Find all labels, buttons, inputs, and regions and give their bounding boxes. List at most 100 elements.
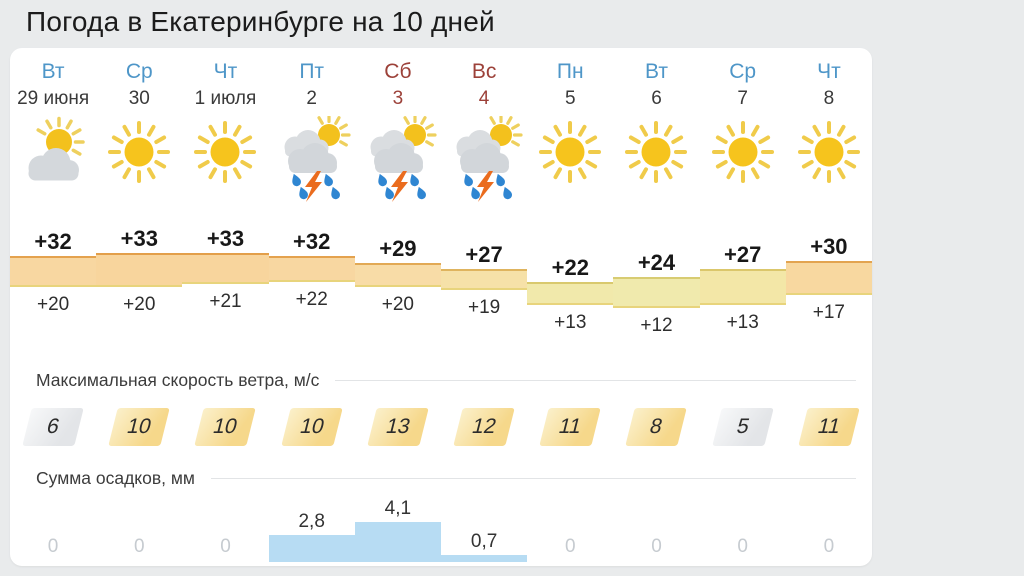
temp-range-band bbox=[268, 255, 355, 282]
wind-value: 11 bbox=[798, 408, 860, 446]
day-name: Вт bbox=[645, 60, 668, 83]
high-temp: +27 bbox=[465, 241, 503, 267]
temp-range-band bbox=[354, 263, 441, 288]
temp-range-band bbox=[10, 255, 97, 288]
day-name: Чт bbox=[817, 60, 841, 83]
precip-value: 0 bbox=[823, 536, 835, 557]
high-temp: +32 bbox=[293, 228, 331, 254]
clear-icon bbox=[700, 110, 786, 206]
day-name: Вт bbox=[41, 60, 65, 83]
day-date: 30 bbox=[128, 88, 150, 109]
wind-badge: 12 bbox=[441, 408, 527, 446]
low-temp: +13 bbox=[726, 312, 759, 334]
precip-value: 0 bbox=[564, 536, 576, 557]
wind-value: 10 bbox=[280, 408, 343, 446]
wind-value: 5 bbox=[711, 408, 774, 446]
high-temp: +33 bbox=[120, 226, 158, 251]
day-date: 5 bbox=[564, 88, 576, 109]
day-date: 4 bbox=[478, 88, 490, 109]
temp-range-band bbox=[527, 281, 614, 306]
low-temp: +13 bbox=[554, 312, 587, 334]
low-temp: +12 bbox=[640, 315, 673, 337]
high-temp: +24 bbox=[637, 249, 676, 275]
precip-value: 0 bbox=[651, 536, 662, 557]
high-temp: +33 bbox=[206, 226, 245, 251]
low-temp: +20 bbox=[381, 294, 414, 316]
clear-icon bbox=[182, 110, 268, 206]
wind-badge: 13 bbox=[355, 408, 441, 446]
high-temp: +30 bbox=[810, 233, 848, 259]
low-temp: +21 bbox=[209, 291, 242, 313]
temp-range-band bbox=[182, 253, 269, 285]
day-date: 1 июля bbox=[194, 88, 257, 109]
wind-badge: 6 bbox=[10, 408, 96, 446]
precip-value: 0 bbox=[737, 536, 748, 557]
temp-range-band bbox=[441, 268, 528, 290]
wind-badge: 10 bbox=[182, 408, 268, 446]
low-temp: +20 bbox=[36, 294, 70, 316]
precip-bar bbox=[268, 534, 355, 562]
day-name: Вс bbox=[471, 60, 497, 83]
low-temp: +17 bbox=[812, 301, 845, 323]
day-name: Чт bbox=[213, 60, 238, 83]
low-temp: +22 bbox=[295, 288, 328, 310]
precip-value: 0,7 bbox=[470, 531, 498, 553]
clear-icon bbox=[96, 110, 182, 206]
precip-bar bbox=[441, 555, 528, 562]
wind-section-rule bbox=[335, 380, 856, 381]
wind-badge: 11 bbox=[527, 408, 613, 446]
day-date: 6 bbox=[651, 88, 662, 109]
wind-value: 13 bbox=[367, 408, 429, 446]
day-date: 29 июня bbox=[17, 88, 90, 109]
wind-value: 10 bbox=[194, 408, 257, 446]
clear-icon bbox=[786, 110, 872, 206]
low-temp: +20 bbox=[123, 294, 156, 316]
temp-range-band bbox=[96, 253, 183, 288]
precip-section-title: Сумма осадков, мм bbox=[36, 468, 195, 488]
page-title: Погода в Екатеринбурге на 10 дней bbox=[26, 6, 495, 37]
day-name: Ср bbox=[125, 60, 153, 83]
storm-rain-icon bbox=[269, 110, 355, 206]
precip-value: 4,1 bbox=[384, 498, 412, 520]
wind-badge: 10 bbox=[96, 408, 182, 446]
partly-cloudy-icon bbox=[10, 110, 96, 206]
day-date: 2 bbox=[306, 88, 317, 109]
wind-value: 11 bbox=[539, 408, 602, 446]
wind-value: 6 bbox=[22, 408, 84, 446]
low-temp: +19 bbox=[467, 296, 501, 318]
high-temp: +32 bbox=[34, 228, 72, 254]
day-name: Сб bbox=[384, 60, 412, 83]
precip-bar bbox=[354, 522, 441, 562]
day-date: 8 bbox=[823, 88, 835, 109]
wind-value: 10 bbox=[108, 408, 171, 446]
temp-range-band bbox=[699, 268, 786, 306]
wind-value: 12 bbox=[453, 408, 515, 446]
day-date: 7 bbox=[737, 88, 748, 109]
wind-badge: 5 bbox=[700, 408, 786, 446]
day-name: Пт bbox=[299, 60, 325, 83]
high-temp: +22 bbox=[551, 254, 589, 280]
high-temp: +27 bbox=[724, 241, 762, 267]
precip-section-heading: Сумма осадков, мм bbox=[36, 468, 856, 489]
day-name: Ср bbox=[729, 60, 757, 83]
forecast-card: Максимальная скорость ветра, м/с Сумма о… bbox=[10, 48, 872, 566]
precip-value: 0 bbox=[220, 536, 231, 557]
wind-badge: 8 bbox=[613, 408, 699, 446]
temp-range-band bbox=[613, 276, 700, 309]
high-temp: +29 bbox=[379, 236, 417, 262]
storm-rain-icon bbox=[355, 110, 441, 206]
wind-badge: 10 bbox=[269, 408, 355, 446]
precip-section-rule bbox=[210, 478, 856, 479]
day-date: 3 bbox=[392, 88, 404, 109]
clear-icon bbox=[527, 110, 613, 206]
clear-icon bbox=[613, 110, 699, 206]
wind-value: 8 bbox=[625, 408, 688, 446]
day-name: Пн bbox=[556, 60, 584, 83]
wind-section-heading: Максимальная скорость ветра, м/с bbox=[36, 370, 856, 391]
precip-value: 0 bbox=[47, 536, 59, 557]
wind-section-title: Максимальная скорость ветра, м/с bbox=[36, 370, 320, 390]
precip-value: 2,8 bbox=[298, 510, 325, 532]
storm-rain-icon bbox=[441, 110, 527, 206]
precip-value: 0 bbox=[133, 536, 145, 557]
wind-badge: 11 bbox=[786, 408, 872, 446]
